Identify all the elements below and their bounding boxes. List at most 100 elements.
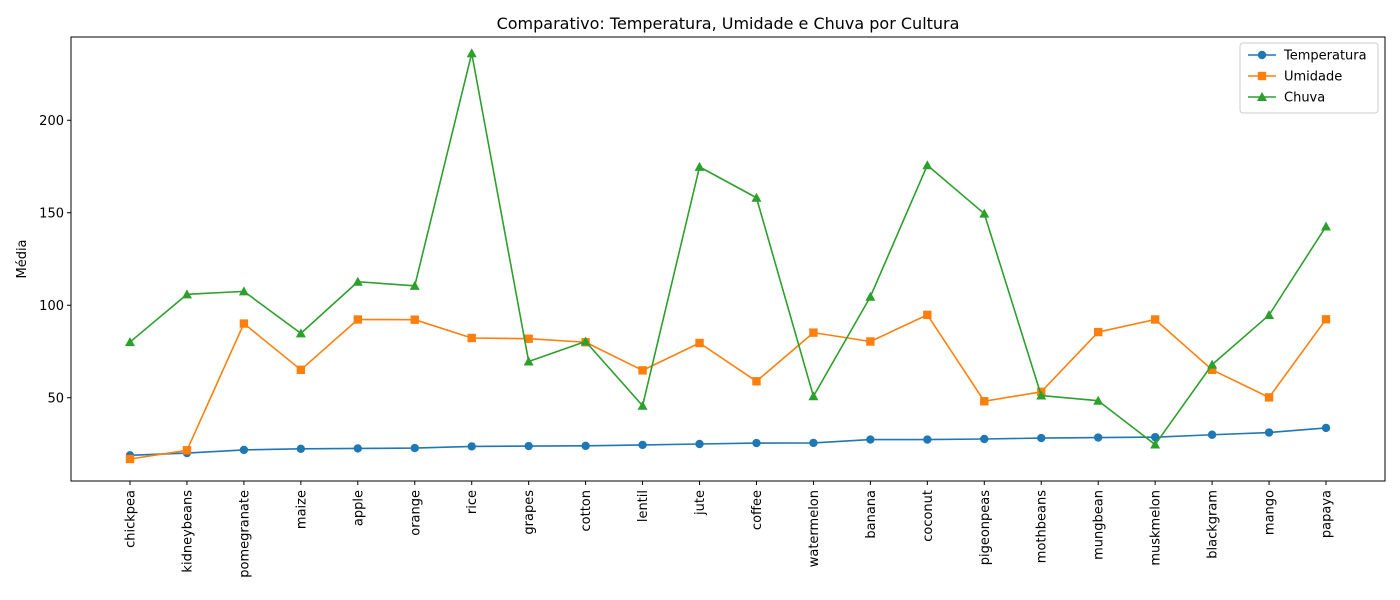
data-point <box>1207 430 1217 439</box>
data-point <box>410 315 419 324</box>
data-point <box>1093 395 1104 405</box>
data-point <box>125 337 135 347</box>
data-point <box>1150 315 1160 324</box>
x-tick-label: muskmelon <box>1149 490 1164 566</box>
data-point <box>1037 433 1046 443</box>
data-point <box>467 442 476 451</box>
data-point <box>523 356 534 366</box>
data-point <box>979 208 990 218</box>
x-tick-label: orange <box>408 490 423 536</box>
y-tick-label: 150 <box>39 206 64 221</box>
series-line <box>129 314 1327 460</box>
data-point <box>581 441 590 451</box>
data-point <box>1321 423 1331 433</box>
data-point <box>580 336 591 346</box>
data-point <box>809 438 818 448</box>
legend-marker <box>1257 50 1267 60</box>
data-point <box>239 445 249 455</box>
y-axis: 50 100 150 200 <box>39 114 71 406</box>
series-line <box>129 52 1327 446</box>
x-axis: chickpea kidneybeans pomegranate maize apple… <box>124 481 1335 578</box>
legend-label: Temperatura <box>1283 49 1367 64</box>
data-point <box>752 377 761 386</box>
x-tick-label: cotton <box>579 490 594 532</box>
data-point <box>1321 221 1331 231</box>
legend: Temperatura Umidade Chuva <box>1239 42 1379 114</box>
data-point <box>410 443 419 453</box>
x-tick-label: mungbean <box>1092 490 1107 560</box>
x-tick-label: papaya <box>1320 490 1335 538</box>
data-point <box>638 366 647 375</box>
data-point <box>694 161 705 171</box>
x-tick-label: watermelon <box>807 490 822 567</box>
data-point <box>695 439 704 449</box>
x-tick-label: maize <box>294 490 309 529</box>
data-point <box>1264 310 1275 320</box>
x-tick-label: chickpea <box>124 490 139 548</box>
data-point <box>1264 428 1274 437</box>
data-point <box>809 328 818 337</box>
x-tick-label: jute <box>693 490 708 516</box>
data-point <box>752 438 761 448</box>
data-point <box>524 334 533 343</box>
x-tick-label: pigeonpeas <box>978 490 993 566</box>
legend-label: Chuva <box>1284 91 1325 106</box>
data-point <box>353 444 363 453</box>
x-tick-label: lentil <box>636 490 651 522</box>
plot-frame <box>70 36 1386 482</box>
x-tick-label: kidneybeans <box>180 490 195 573</box>
data-point <box>1093 433 1103 442</box>
series-line <box>129 427 1327 457</box>
data-point <box>695 338 704 348</box>
y-tick-label: 50 <box>47 391 64 406</box>
y-tick-label: 200 <box>39 114 64 129</box>
x-tick-label: mango <box>1263 490 1278 535</box>
data-point <box>980 397 989 406</box>
x-tick-label: grapes <box>522 490 537 535</box>
data-point <box>296 444 306 454</box>
series-temperatura <box>125 423 1331 460</box>
y-axis-label: Média <box>15 239 30 278</box>
x-tick-label: coconut <box>921 490 936 542</box>
data-point <box>295 328 306 338</box>
y-tick-label: 100 <box>39 299 64 314</box>
data-point <box>865 291 876 301</box>
data-point <box>980 434 989 444</box>
legend-marker <box>1257 71 1267 81</box>
series-umidade <box>125 310 1331 464</box>
data-point <box>1207 359 1218 369</box>
data-point <box>466 48 477 58</box>
plot-area <box>125 48 1331 464</box>
data-point <box>467 333 476 343</box>
series-chuva <box>125 48 1331 449</box>
data-point <box>638 440 647 450</box>
data-point <box>181 289 192 299</box>
data-point <box>1321 315 1331 324</box>
data-point <box>125 454 135 464</box>
data-point <box>866 435 875 444</box>
x-tick-label: rice <box>465 490 480 514</box>
legend-box <box>1239 42 1379 114</box>
data-point <box>352 276 363 286</box>
data-point <box>238 286 249 296</box>
data-point <box>1093 327 1103 337</box>
data-point <box>922 160 933 170</box>
data-point <box>524 441 533 451</box>
data-point <box>1207 365 1217 375</box>
x-tick-label: banana <box>864 490 879 539</box>
data-point <box>866 337 875 346</box>
legend-label: Umidade <box>1284 70 1342 85</box>
x-tick-label: coffee <box>750 490 765 530</box>
legend-marker <box>1257 92 1267 101</box>
x-tick-label: pomegranate <box>237 490 252 578</box>
data-point <box>409 280 420 290</box>
data-point <box>296 365 306 375</box>
x-tick-label: mothbeans <box>1035 490 1050 563</box>
x-tick-label: apple <box>351 490 366 526</box>
data-point <box>182 446 192 455</box>
data-point <box>1150 439 1161 449</box>
data-point <box>1264 393 1274 402</box>
data-point <box>808 391 819 401</box>
data-point <box>1036 390 1047 400</box>
data-point <box>1150 432 1160 442</box>
